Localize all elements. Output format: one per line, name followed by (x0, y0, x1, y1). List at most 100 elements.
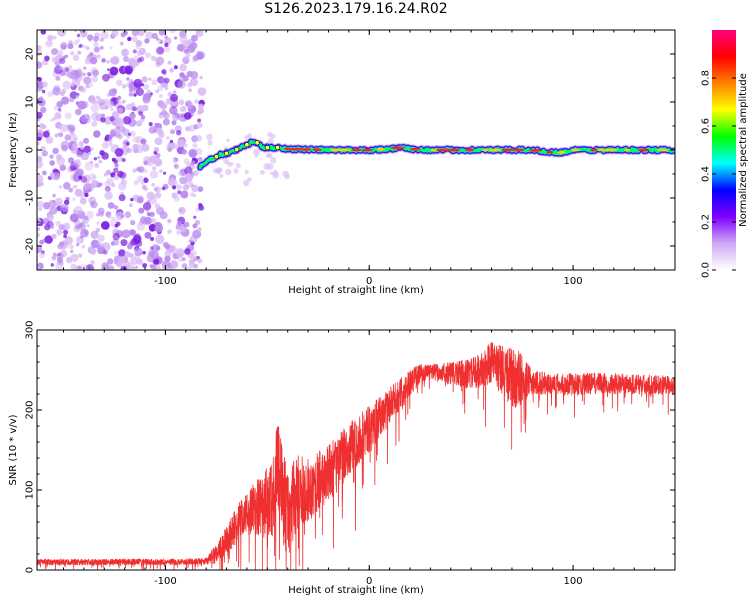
noise-blob (166, 143, 175, 152)
noise-blob (244, 169, 249, 175)
noise-blob (118, 194, 126, 202)
noise-blob (82, 72, 86, 77)
trace-hot-core (289, 147, 304, 151)
noise-blob (140, 115, 146, 120)
noise-blob (149, 170, 159, 179)
noise-blob (122, 128, 130, 136)
noise-blob (67, 124, 76, 133)
noise-blob (151, 32, 158, 40)
noise-blob (56, 101, 64, 108)
noise-blob (190, 241, 195, 246)
noise-blob (143, 177, 149, 183)
noise-blob (59, 57, 66, 65)
noise-blob (186, 161, 193, 168)
noise-blob (182, 75, 189, 82)
noise-blob (143, 160, 148, 166)
noise-blob (116, 260, 123, 267)
noise-blob (69, 213, 79, 223)
noise-blob (110, 216, 115, 221)
noise-blob (63, 229, 69, 235)
noise-blob (138, 207, 145, 214)
trace-hot-core (234, 147, 240, 153)
noise-blob (153, 147, 159, 153)
noise-blob (94, 133, 99, 138)
noise-blob (169, 106, 178, 115)
noise-blob (78, 141, 84, 147)
noise-blob (111, 30, 119, 37)
snr-x-tick-label: 100 (564, 576, 583, 587)
snr-background (37, 330, 675, 570)
noise-blob (100, 113, 106, 118)
noise-blob (139, 56, 145, 62)
snr-frame (36, 329, 676, 571)
noise-blob (166, 136, 170, 140)
trace-hot-core (430, 148, 439, 152)
noise-blob (143, 84, 150, 90)
noise-blob (151, 79, 158, 86)
noise-blob (177, 139, 186, 148)
noise-blob (161, 186, 166, 191)
noise-blob (41, 150, 48, 157)
noise-blob (81, 244, 86, 249)
noise-blob (183, 221, 190, 228)
noise-blob (158, 100, 166, 108)
noise-blob (101, 262, 110, 270)
noise-blob (80, 151, 90, 161)
colorbar-label: Normalized spectral amplitude (738, 73, 749, 227)
noise-blob (70, 263, 77, 270)
noise-blob (92, 69, 99, 77)
noise-blob (163, 45, 171, 53)
noise-blob (158, 30, 166, 36)
trace-hot-core (604, 148, 618, 152)
noise-blob (266, 163, 274, 170)
noise-blob (161, 69, 167, 75)
noise-blob (57, 30, 67, 37)
noise-blob (150, 218, 157, 225)
colorbar-tick-label: 0.0 (701, 262, 712, 278)
noise-blob (189, 249, 197, 257)
noise-blob (155, 152, 161, 159)
noise-blob (155, 56, 165, 66)
noise-blob (70, 83, 75, 87)
noise-blob (131, 106, 137, 112)
noise-blob (130, 102, 136, 107)
noise-blob (124, 211, 132, 218)
noise-blob (42, 130, 50, 138)
trace-hot-core (482, 148, 489, 152)
spectrogram-x-axis-label: Height of straight line (km) (288, 285, 424, 296)
noise-blob (79, 197, 87, 205)
noise-blob (84, 113, 90, 119)
noise-blob (173, 159, 177, 163)
noise-blob (37, 181, 42, 187)
noise-blob (87, 34, 94, 41)
trace-hot-core (488, 148, 502, 152)
noise-blob (107, 202, 115, 209)
noise-blob (197, 258, 203, 264)
noise-blob (100, 117, 106, 123)
noise-blob (142, 104, 149, 112)
noise-blob (137, 30, 145, 37)
noise-blob (51, 255, 57, 261)
noise-blob (97, 207, 105, 215)
noise-blob (185, 52, 191, 58)
noise-blob (57, 259, 64, 266)
noise-blob (159, 94, 163, 98)
noise-blob (193, 263, 199, 269)
noise-blob (108, 88, 117, 97)
noise-blob (60, 42, 68, 50)
noise-blob (94, 163, 100, 168)
noise-blob (112, 110, 118, 116)
noise-blob (102, 73, 110, 82)
noise-blob (198, 205, 205, 211)
noise-blob (37, 265, 41, 270)
noise-blob (223, 158, 230, 165)
noise-blob (135, 40, 142, 47)
noise-blob (101, 141, 109, 149)
noise-blob (88, 152, 92, 156)
noise-blob (49, 160, 55, 166)
noise-blob (56, 252, 64, 260)
noise-blob (106, 68, 110, 72)
noise-blob (72, 54, 80, 61)
trace-hot-core (361, 148, 374, 152)
